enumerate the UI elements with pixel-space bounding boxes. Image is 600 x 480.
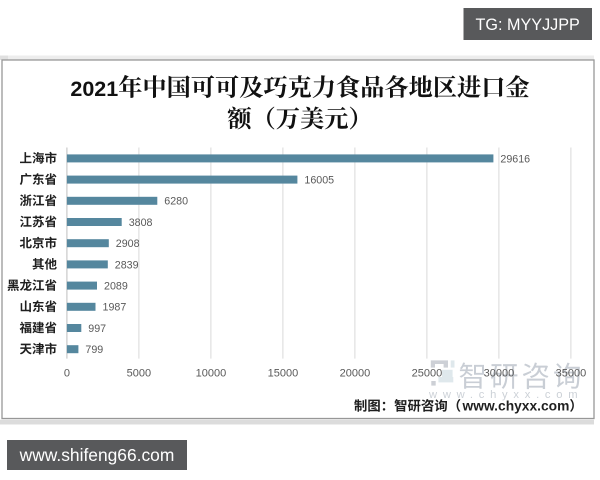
svg-text:5000: 5000: [127, 367, 151, 379]
svg-text:2908: 2908: [116, 238, 140, 250]
svg-text:1987: 1987: [103, 302, 127, 314]
svg-text:20000: 20000: [340, 367, 371, 379]
svg-text:997: 997: [88, 323, 106, 335]
svg-text:www.chyxx.com: www.chyxx.com: [462, 399, 570, 414]
svg-text:www.chyxx.com: www.chyxx.com: [428, 389, 583, 401]
svg-text:2021: 2021: [70, 77, 118, 101]
svg-text:35000: 35000: [556, 367, 587, 379]
svg-text:29616: 29616: [500, 153, 530, 165]
svg-text:799: 799: [85, 344, 103, 356]
svg-text:15000: 15000: [268, 367, 299, 379]
svg-text:30000: 30000: [484, 367, 515, 379]
svg-text:3808: 3808: [129, 217, 153, 229]
svg-text:6280: 6280: [164, 196, 188, 208]
svg-text:10000: 10000: [196, 367, 227, 379]
svg-text:2089: 2089: [104, 281, 128, 293]
svg-text:0: 0: [64, 367, 70, 379]
svg-text:2839: 2839: [115, 259, 139, 271]
svg-text:www.shifeng66.com: www.shifeng66.com: [19, 445, 175, 465]
svg-text:16005: 16005: [304, 175, 334, 187]
svg-text:25000: 25000: [412, 367, 443, 379]
svg-text:TG: MYYJJPP: TG: MYYJJPP: [476, 16, 580, 34]
